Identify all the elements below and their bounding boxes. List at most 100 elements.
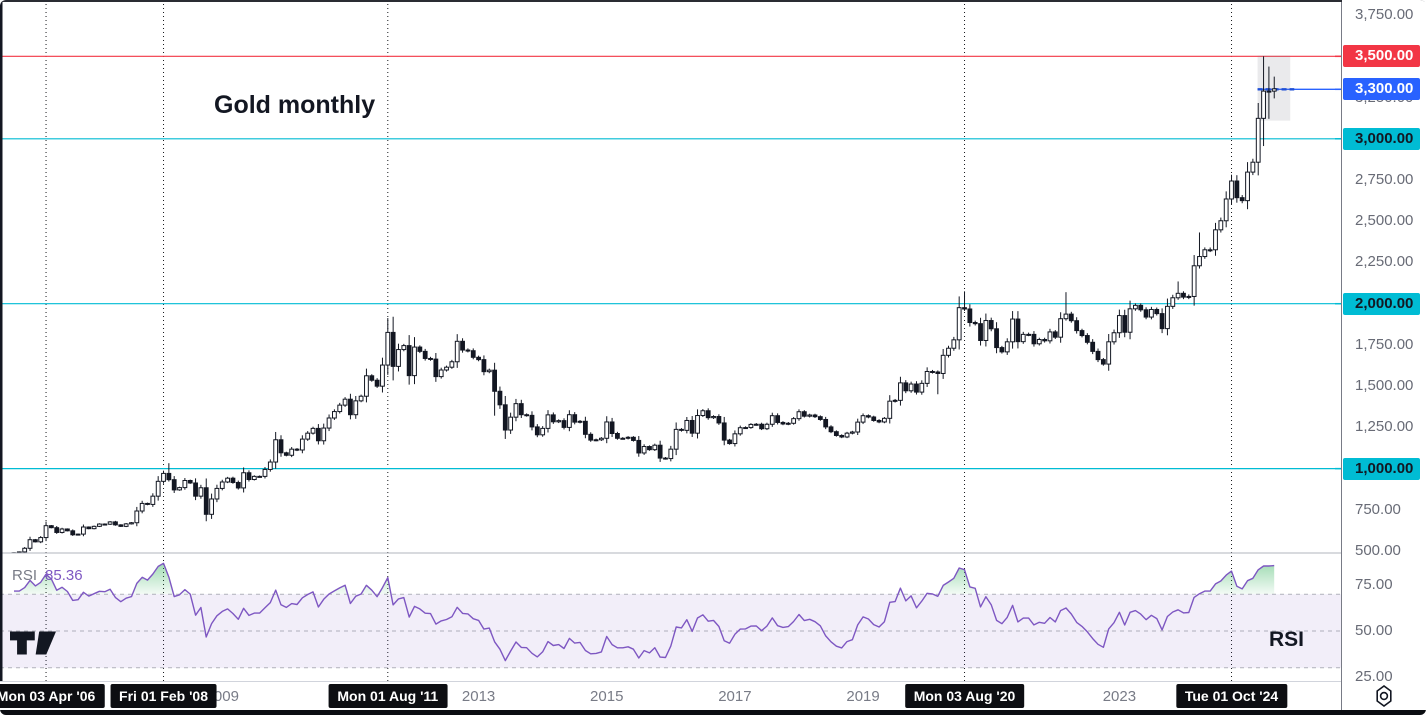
candle-body — [315, 427, 321, 442]
candle-body — [529, 414, 535, 428]
candle-body — [775, 415, 781, 423]
date-marker-badge[interactable]: Mon 01 Aug '11 — [328, 684, 448, 708]
chart-title: Gold monthly — [214, 91, 376, 119]
candle-body — [609, 421, 615, 435]
rsi-line — [14, 562, 1275, 662]
year-label: 2019 — [846, 688, 880, 705]
candle-body — [283, 452, 289, 456]
candle-body — [81, 526, 86, 535]
candle-body — [262, 468, 268, 477]
price-level-badge[interactable]: 2,000.00 — [1343, 292, 1420, 315]
candle-body — [246, 472, 252, 481]
candle-body — [940, 354, 946, 374]
settings-icon[interactable] — [1372, 684, 1396, 708]
candle-body — [924, 370, 930, 384]
candle-body — [1004, 341, 1010, 353]
candle-body — [1165, 305, 1170, 330]
price-level-badge[interactable]: 3,300.00 — [1343, 78, 1420, 101]
bottom-frame-bar — [0, 710, 1426, 715]
rsi-tick-label: 75.00 — [1355, 576, 1393, 593]
candle-body — [759, 423, 765, 430]
rsi-tick-label: 25.00 — [1355, 668, 1393, 681]
candle-body — [428, 357, 433, 360]
price-pane[interactable] — [0, 55, 1341, 555]
price-level-badge[interactable]: 3,000.00 — [1343, 127, 1420, 150]
price-axis[interactable]: 3,750.003,250.002,750.002,500.002,250.00… — [1342, 0, 1426, 681]
date-marker-badge[interactable]: Fri 01 Feb '08 — [110, 684, 217, 708]
time-axis[interactable]: 2009 2013 2015 2017 2019 2023 Mon 03 Apr '06 Fr… — [0, 681, 1341, 711]
candle-body — [513, 403, 519, 418]
price-level-badge[interactable]: 1,000.00 — [1343, 457, 1420, 480]
candle-body — [305, 432, 311, 440]
candle-body — [983, 320, 989, 341]
rsi-overbought-fill — [14, 563, 1275, 595]
candle-body — [32, 539, 38, 543]
candle-body — [86, 526, 92, 530]
candle-body — [214, 487, 220, 500]
candle-body — [267, 461, 273, 470]
candle-body — [385, 331, 391, 366]
candle-body — [631, 436, 636, 441]
candle-body — [791, 418, 797, 424]
candle-body — [689, 419, 695, 434]
candle-body — [871, 416, 877, 421]
price-tick-label: 2,750.00 — [1355, 171, 1414, 189]
candle-body — [1063, 313, 1069, 320]
candle-body — [732, 433, 738, 445]
candle-body — [1036, 338, 1042, 345]
candle-body — [684, 419, 690, 431]
candle-body — [97, 523, 102, 527]
candle-body — [855, 421, 861, 433]
candle-body — [604, 421, 610, 439]
candle-body — [273, 439, 279, 463]
candle-body — [641, 446, 647, 454]
candle-body — [898, 382, 903, 401]
candle-body — [497, 390, 503, 406]
axis-settings-corner[interactable] — [1342, 682, 1426, 710]
candle-body — [241, 472, 247, 489]
candle-body — [353, 400, 359, 416]
date-marker-badge[interactable]: Mon 03 Aug '20 — [904, 684, 1025, 708]
candle-body — [209, 498, 214, 515]
candle-body — [1090, 341, 1096, 352]
candle-body — [257, 475, 263, 478]
rsi-indicator-legend[interactable]: RSI 85.36 — [12, 567, 83, 584]
price-level-badge[interactable]: 3,500.00 — [1343, 45, 1420, 68]
candle-body — [171, 479, 177, 491]
candle-body — [518, 403, 524, 416]
candle-body — [1229, 180, 1234, 200]
candlestick-series[interactable] — [11, 56, 1277, 554]
candle-body — [1031, 333, 1037, 345]
candle-body — [700, 410, 706, 417]
rsi-pane[interactable] — [0, 562, 1341, 669]
rsi-indicator-value: 85.36 — [45, 567, 83, 584]
candle-body — [1223, 198, 1229, 222]
candle-body — [695, 415, 700, 434]
candle-body — [534, 426, 540, 436]
candle-body — [433, 358, 439, 378]
candle-body — [481, 359, 487, 373]
rsi-indicator-name: RSI — [12, 567, 38, 584]
year-label: 2023 — [1102, 688, 1137, 705]
rsi-text-annotation: RSI — [1269, 628, 1305, 651]
candle-body — [978, 323, 983, 341]
candle-body — [129, 522, 134, 525]
date-marker-badge[interactable]: Mon 03 Apr '06 — [0, 684, 105, 708]
candle-body — [550, 414, 556, 423]
price-tick-label: 500.00 — [1355, 542, 1401, 560]
candle-body — [396, 349, 401, 367]
date-marker-badge[interactable]: Tue 01 Oct '24 — [1175, 684, 1288, 708]
candle-body — [48, 525, 54, 529]
candle-body — [476, 356, 481, 361]
candle-body — [139, 502, 145, 512]
price-tick-label: 3,750.00 — [1355, 6, 1414, 24]
tradingview-logo[interactable] — [10, 626, 56, 660]
candle-body — [321, 427, 327, 442]
candle-body — [994, 328, 999, 349]
candle-body — [620, 437, 626, 440]
candle-body — [1068, 313, 1074, 322]
candle-body — [919, 382, 925, 393]
candle-body — [860, 415, 866, 423]
candle-body — [27, 539, 33, 549]
